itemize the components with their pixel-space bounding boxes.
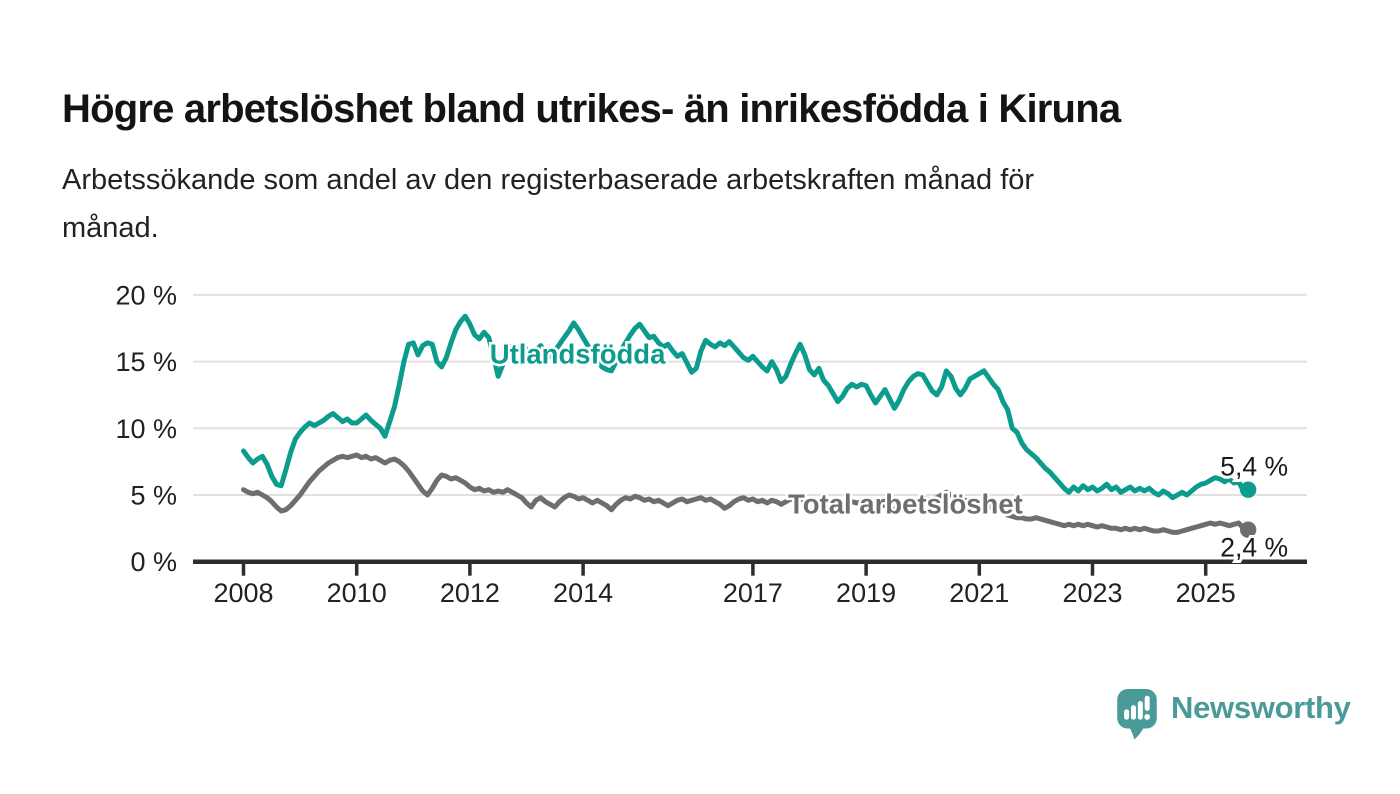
y-axis-tick-label: 15 % — [115, 347, 177, 377]
x-axis-tick-label: 2019 — [836, 578, 896, 608]
series-line-total — [241, 452, 1251, 535]
series-end-value-label: 5,4 % — [1220, 452, 1288, 482]
series-end-value-label: 2,4 % — [1220, 533, 1288, 563]
x-axis-tick-label: 2010 — [327, 578, 387, 608]
unemployment-line-chart: 0 % 5 % 10 % 15 % 20 % 2008 2010 2012 2014 2017 20… — [0, 270, 1400, 620]
subtitle-line-2: månad. — [62, 212, 159, 244]
series-name-label: Utlandsfödda — [490, 339, 666, 370]
data-series — [241, 313, 1257, 538]
series-end-dot — [1239, 521, 1257, 538]
y-axis-tick-label: 0 % — [130, 547, 177, 577]
y-axis-tick-label: 5 % — [130, 481, 177, 511]
y-axis-tick-label: 20 % — [115, 280, 177, 310]
page-subtitle: Arbetssökande som andel av den registerb… — [62, 156, 1034, 252]
x-axis-tick-label: 2021 — [949, 578, 1009, 608]
newsworthy-logo: Newsworthy — [1116, 688, 1351, 740]
series-name-label: Total arbetslöshet — [788, 489, 1023, 520]
chart-canvas: 0 % 5 % 10 % 15 % 20 % 2008 2010 2012 2014 2017 20… — [115, 280, 1307, 608]
series-line-utlandsfodda — [241, 313, 1251, 501]
gridlines — [193, 293, 1307, 496]
x-axis-tick-label: 2025 — [1176, 578, 1236, 608]
chart-labels: 5,4 % Utlandsfödda 2,4 % Total arbetslöshet — [487, 336, 1291, 566]
x-axis-tick-label: 2008 — [213, 578, 273, 608]
x-axis-tick-label: 2012 — [440, 578, 500, 608]
x-axis-tick-label: 2017 — [723, 578, 783, 608]
series-end-dot — [1239, 481, 1257, 498]
logo-text: Newsworthy — [1171, 690, 1351, 725]
subtitle-line-1: Arbetssökande som andel av den registerb… — [62, 164, 1035, 196]
axes: 0 % 5 % 10 % 15 % 20 % 2008 2010 2012 2014 2017 20… — [115, 280, 1307, 608]
x-axis-tick-label: 2014 — [553, 578, 613, 608]
bar-chart-speech-bubble-icon — [1117, 689, 1157, 740]
x-axis-tick-label: 2023 — [1062, 578, 1122, 608]
y-axis-tick-label: 10 % — [115, 414, 177, 444]
page-title: Högre arbetslöshet bland utrikes- än inr… — [62, 86, 1121, 131]
